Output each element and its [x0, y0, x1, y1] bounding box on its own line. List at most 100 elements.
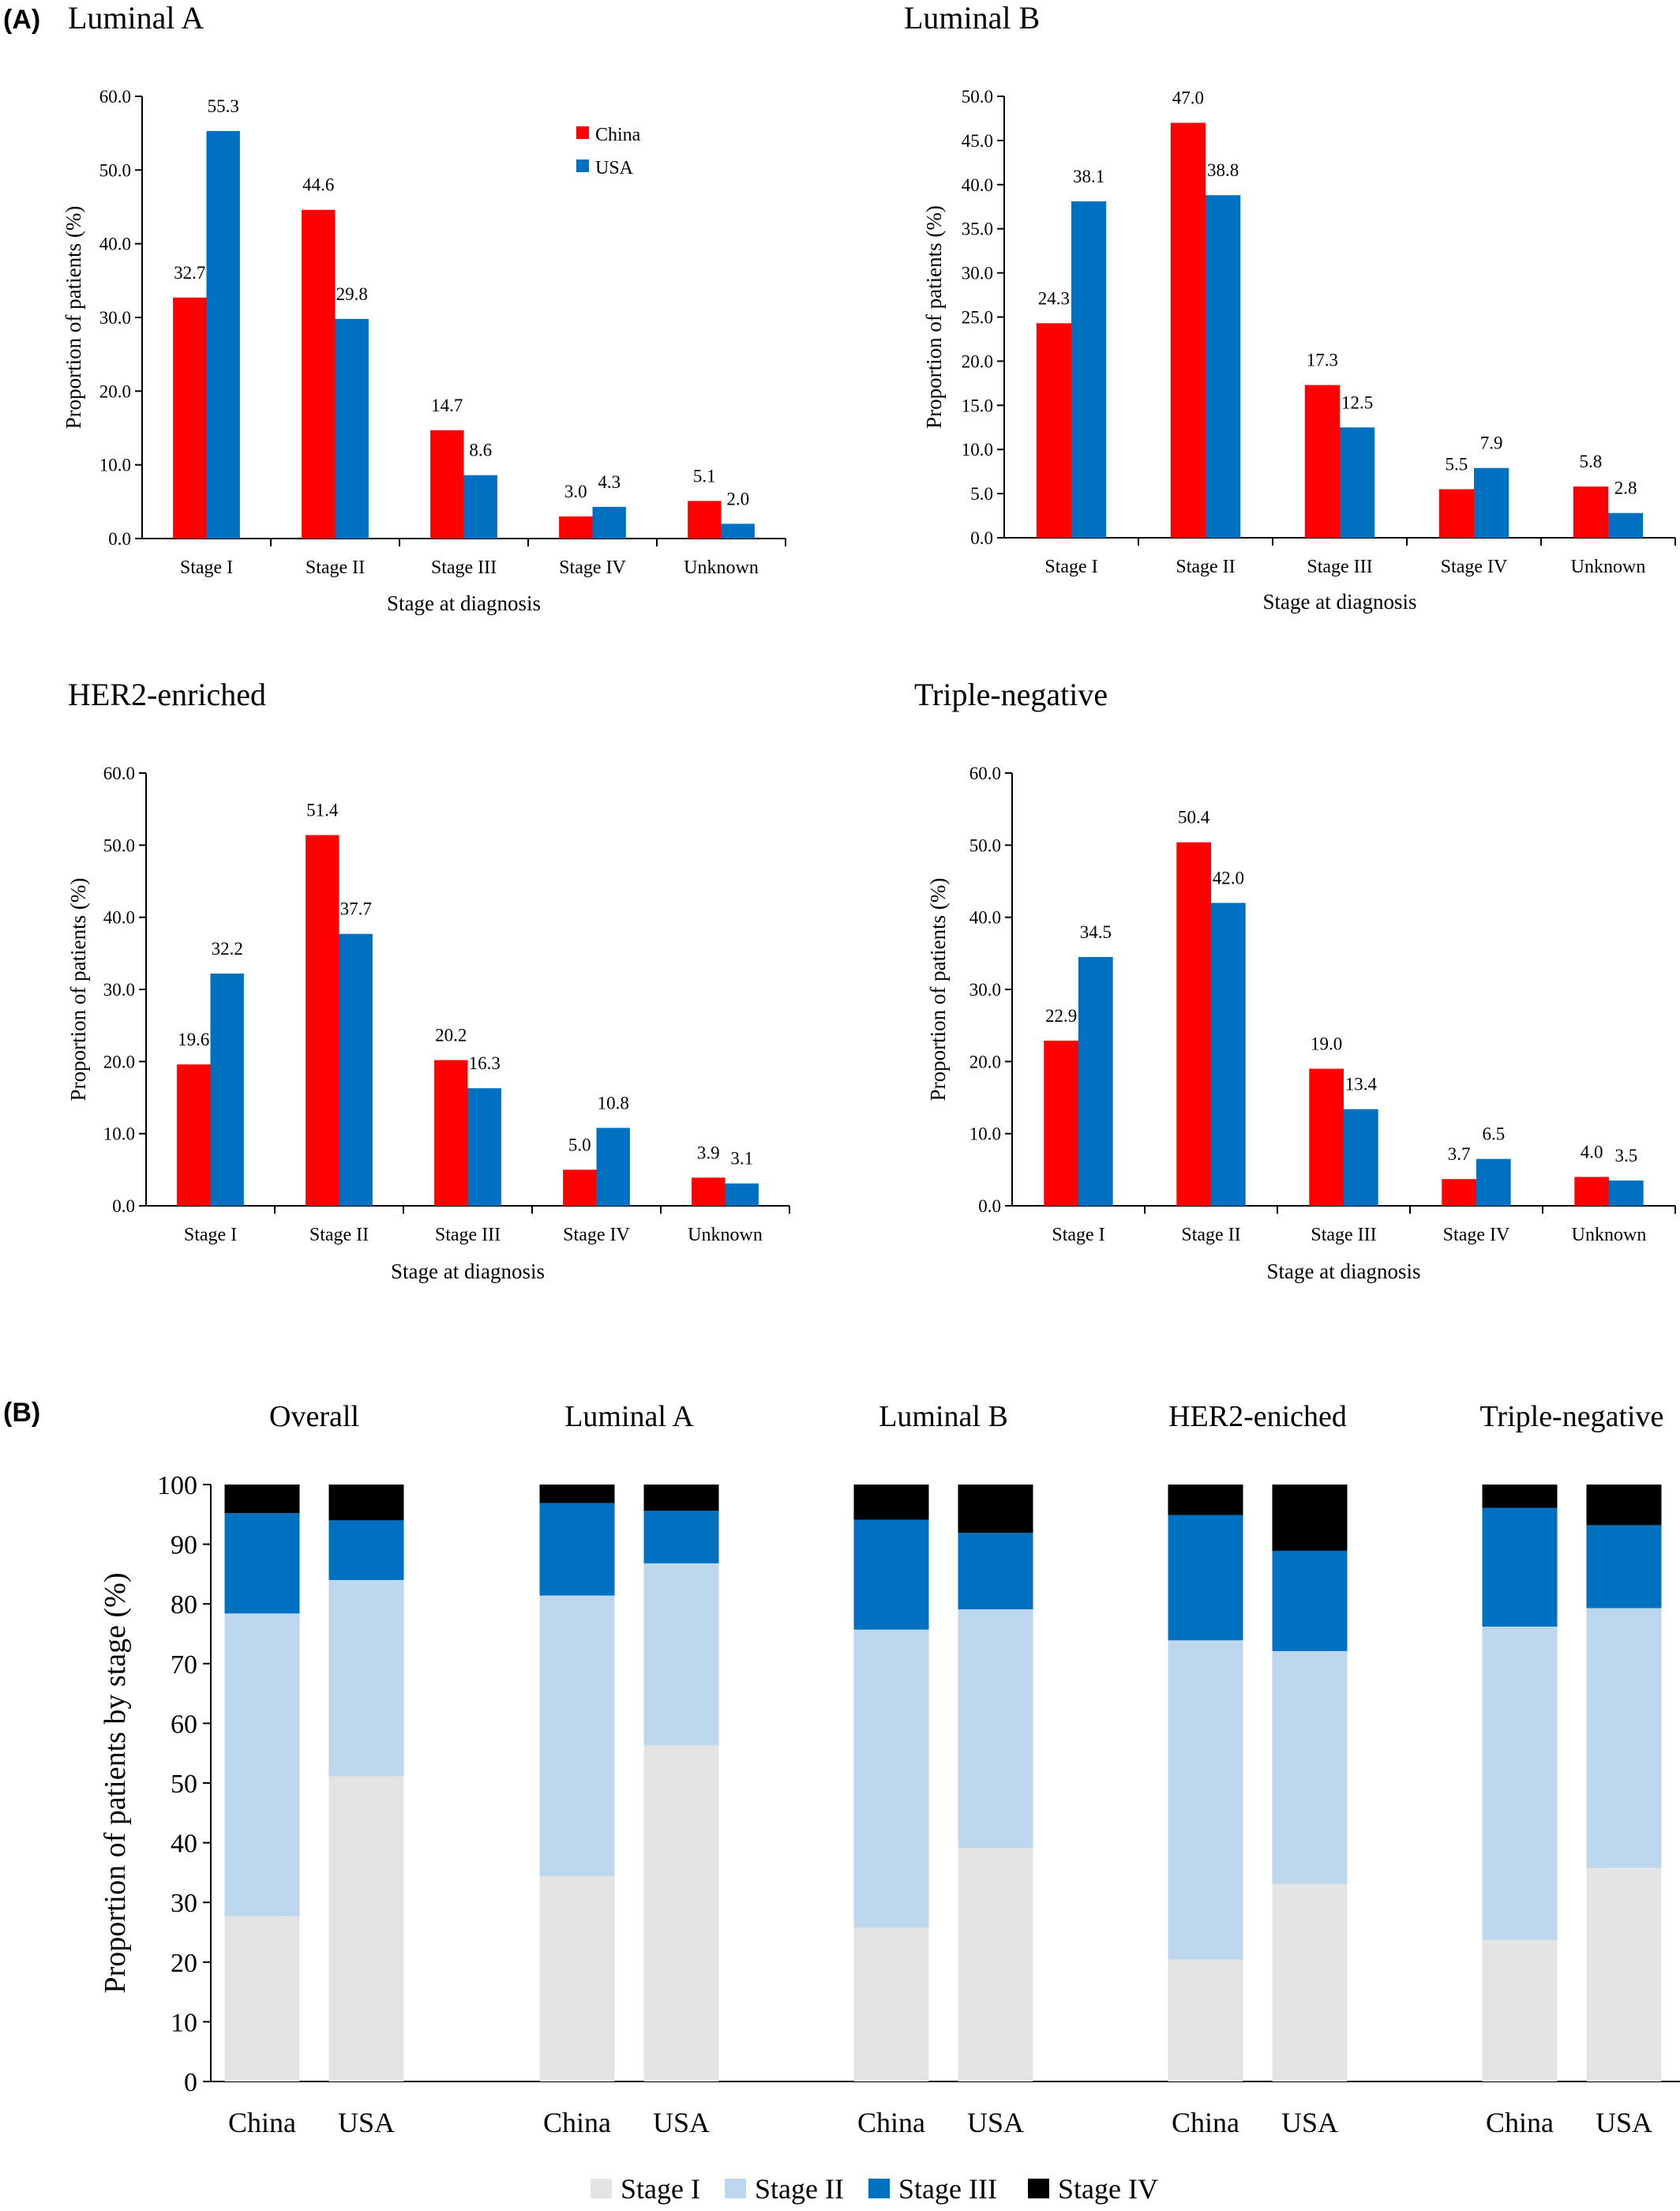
y-tick-label: 30.0 [969, 980, 1001, 1000]
data-label: 4.3 [598, 472, 621, 492]
legend-label-stage-ii: Stage II [755, 2173, 844, 2205]
stack-segment-stage-ii [1272, 1650, 1348, 1884]
data-label: 7.9 [1480, 434, 1503, 453]
bar-label-china: China [857, 2107, 925, 2138]
x-axis-label: Stage at diagnosis [1263, 590, 1417, 614]
data-label: 38.1 [1073, 167, 1104, 186]
y-tick-label: 50.0 [99, 160, 131, 180]
x-tick-label: Stage III [435, 1225, 501, 1245]
y-tick-label: 0 [184, 2068, 197, 2097]
bar-usa-stage-ii [1211, 903, 1246, 1206]
y-tick-label: 25.0 [962, 308, 993, 328]
legend-label-stage-i: Stage I [621, 2173, 700, 2205]
data-label: 32.2 [212, 939, 243, 959]
x-tick-label: Unknown [684, 557, 759, 578]
stack-segment-stage-iii [1168, 1515, 1243, 1641]
y-tick-label: 20.0 [969, 1052, 1001, 1072]
stacked-bar-chart: 0 10 20 30 40 50 60 70 80 90 100 Proportion of pati… [99, 1400, 1680, 2205]
bar-usa-unknown [721, 524, 755, 539]
legend-swatch-china [576, 126, 589, 139]
bar-usa-stage-ii [1206, 195, 1241, 538]
group-title: HER2-eniched [1168, 1400, 1347, 1433]
x-tick-label: Unknown [1572, 1225, 1647, 1245]
bar-usa-stage-i [210, 973, 244, 1206]
y-tick-label: 40.0 [103, 908, 135, 928]
x-tick-label: Stage III [431, 557, 497, 578]
data-label: 34.5 [1080, 922, 1112, 942]
bar-label-china: China [1172, 2107, 1239, 2138]
data-label: 3.7 [1448, 1144, 1471, 1164]
y-tick-label: 60.0 [99, 87, 131, 107]
grouped-bar-chart-1: Luminal A 0.0 10.0 20.0 30.0 40.0 50.0 60.0 Prop… [62, 0, 786, 615]
y-tick-label: 0.0 [970, 528, 993, 548]
y-axis-label: Proportion of patients (%) [926, 878, 950, 1102]
y-tick-label: 20.0 [99, 381, 131, 401]
y-tick-label: 30 [171, 1889, 197, 1918]
bar-usa-stage-iv [1476, 1158, 1511, 1206]
stack-segment-stage-i [1272, 1883, 1348, 2081]
stack-segment-stage-iii [224, 1513, 300, 1614]
grouped-bar-chart-4: Triple-negative 0.0 10.0 20.0 30.0 40.0 50.0 60… [914, 677, 1676, 1283]
bar-usa-stage-ii [335, 318, 369, 539]
data-label: 37.7 [340, 899, 372, 919]
bar-usa-unknown [1609, 1181, 1644, 1206]
stack-segment-stage-i [853, 1927, 929, 2081]
panel-a-label: (A) [3, 5, 40, 35]
stack-segment-stage-i [539, 1875, 615, 2081]
stack-segment-stage-iv [643, 1485, 719, 1511]
stack-segment-stage-ii [224, 1613, 300, 1916]
x-tick-label: Stage IV [563, 1225, 630, 1245]
data-label: 3.9 [697, 1143, 720, 1162]
y-tick-label: 10.0 [103, 1124, 135, 1144]
y-tick-label: 0.0 [978, 1196, 1001, 1216]
data-label: 5.1 [693, 466, 716, 486]
stack-segment-stage-iii [1482, 1507, 1558, 1627]
y-tick-label: 5.0 [970, 484, 993, 504]
bar-label-usa: USA [338, 2107, 395, 2138]
bar-usa-unknown [725, 1183, 759, 1206]
y-tick-label: 40 [171, 1830, 197, 1859]
x-tick-label: Stage IV [559, 557, 626, 578]
data-label: 51.4 [306, 801, 339, 820]
data-label: 44.6 [302, 175, 334, 195]
data-label: 3.0 [564, 482, 587, 501]
x-tick-label: Stage I [1044, 557, 1097, 577]
data-label: 22.9 [1045, 1006, 1077, 1026]
stack-segment-stage-iii [643, 1511, 719, 1563]
data-label: 5.8 [1580, 452, 1603, 471]
bar-china-unknown [692, 1177, 726, 1206]
bar-china-stage-iv [1442, 1179, 1476, 1206]
bar-label-usa: USA [653, 2107, 710, 2138]
y-tick-label: 30.0 [962, 264, 993, 283]
bar-china-unknown [1574, 1177, 1609, 1206]
x-tick-label: Stage IV [1441, 557, 1508, 577]
legend-label-stage-iii: Stage III [898, 2173, 997, 2205]
x-tick-label: Unknown [1571, 557, 1646, 577]
data-label: 12.5 [1341, 392, 1373, 412]
y-tick-label: 0.0 [108, 529, 131, 549]
charts-layer: Luminal A 0.0 10.0 20.0 30.0 40.0 50.0 60.0 Prop… [62, 0, 1680, 2205]
stack-segment-stage-iii [1272, 1550, 1348, 1651]
stack-segment-stage-ii [958, 1609, 1033, 1849]
y-tick-label: 40.0 [99, 235, 131, 254]
bar-label-usa: USA [967, 2107, 1024, 2138]
data-label: 19.6 [178, 1030, 209, 1049]
y-tick-label: 30.0 [99, 308, 131, 328]
stack-segment-stage-iii [1586, 1525, 1662, 1609]
y-tick-label: 0.0 [112, 1196, 135, 1216]
data-label: 47.0 [1172, 88, 1204, 108]
data-label: 2.0 [726, 489, 749, 509]
bar-usa-stage-i [1071, 201, 1107, 539]
y-tick-label: 70 [171, 1650, 197, 1680]
stack-segment-stage-ii [539, 1595, 615, 1876]
legend-label-stage-iv: Stage IV [1058, 2173, 1158, 2205]
stack-segment-stage-i [224, 1916, 300, 2081]
data-label: 17.3 [1307, 351, 1338, 370]
bar-usa-stage-i [206, 130, 240, 539]
panel-b-label: (B) [3, 1398, 40, 1428]
y-tick-label: 30.0 [103, 980, 135, 1000]
y-tick-label: 50 [171, 1770, 197, 1799]
bar-usa-stage-iv [592, 506, 626, 539]
stack-segment-stage-i [1168, 1959, 1243, 2081]
